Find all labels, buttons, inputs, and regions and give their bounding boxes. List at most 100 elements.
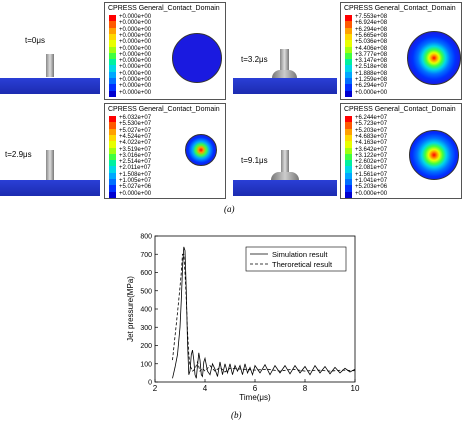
x-tick-label: 8 (303, 384, 308, 393)
color-scale-cell (109, 40, 116, 47)
color-scale-cell (109, 122, 116, 129)
color-scale-tick-label: +0.000e+00 (119, 14, 152, 20)
legend-title: CPRESS General_Contact_Domain (344, 106, 456, 113)
color-scale-cell (109, 179, 116, 186)
y-tick-label: 600 (140, 270, 152, 277)
color-scale-cell (109, 172, 116, 180)
color-scale-cell (345, 122, 352, 129)
chart-legend-box (245, 246, 347, 272)
color-scale-cell (345, 59, 352, 66)
color-scale-tick-label: +5.027e+07 (119, 127, 152, 134)
color-scale-cell (109, 134, 116, 142)
color-scale-cell (109, 90, 116, 98)
color-scale-tick-label: +1.041e+07 (355, 178, 388, 184)
color-scale-cell (109, 33, 116, 41)
jet-pressure-chart: 2 4 6 8 100100200300400500600700800Time(μs)J… (126, 234, 360, 403)
caption-b: (b) (231, 410, 242, 420)
color-scale-tick-label: +0.000e+00 (119, 64, 152, 71)
color-scale-tick-label: +6.244e+07 (355, 115, 388, 121)
y-tick-label: 100 (140, 361, 152, 368)
panel-t0: t=0μs (0, 0, 230, 100)
rod-flare (272, 70, 297, 78)
color-scale-cell (109, 116, 116, 123)
color-scale-tick-label: +0.000e+00 (119, 32, 152, 39)
panel-t2-9: t=2.9μs (0, 104, 100, 200)
legend-label: Theroretical result (272, 260, 333, 269)
y-tick-label: 0 (148, 380, 152, 387)
color-scale-tick-label: +4.524e+07 (119, 133, 152, 140)
color-scale-cell (109, 71, 116, 79)
color-scale-cell (345, 21, 352, 28)
legend-panel-1: CPRESS General_Contact_Domain +7.553e+08… (340, 2, 462, 100)
color-scale-tick-label: +0.000e+00 (119, 51, 152, 58)
color-scale-cell (109, 27, 116, 35)
color-scale-tick-label: +1.259e+08 (355, 77, 388, 83)
time-label: t=9.1μs (241, 156, 268, 165)
plate (0, 78, 100, 94)
color-scale-tick-label: +6.032e+07 (119, 115, 152, 121)
series-line-simulation (172, 246, 356, 379)
color-scale-tick-label: +6.924e+08 (355, 20, 388, 27)
color-scale-tick-label: +3.519e+07 (119, 146, 152, 153)
legend-label: Simulation result (272, 250, 328, 259)
color-scale-cell (109, 21, 116, 28)
plate (0, 180, 100, 196)
color-scale-cell (109, 78, 116, 85)
rod (280, 49, 289, 71)
color-scale-tick-label: +1.005e+07 (119, 178, 152, 184)
y-tick-label: 200 (140, 343, 152, 350)
color-scale-tick-label: +2.081e+07 (355, 165, 388, 172)
color-scale-cell (345, 147, 352, 155)
color-scale-tick-label: +5.203e+07 (355, 127, 388, 134)
time-label: t=3.2μs (241, 55, 268, 64)
contact-disc (409, 130, 459, 180)
legend-panel-2: CPRESS General_Contact_Domain +6.032e+07… (104, 103, 226, 199)
color-scale-cell (109, 160, 116, 167)
color-scale-cell (345, 141, 352, 148)
y-axis-label: Jet pressure(MPa) (126, 276, 135, 342)
caption-a: (a) (224, 204, 235, 214)
color-scale-tick-label: +0.000e+00 (119, 20, 152, 27)
x-tick-label: 6 (253, 384, 258, 393)
color-scale-cell (345, 84, 352, 91)
color-scale-tick-label: +4.406e+08 (355, 45, 388, 52)
color-scale-cell (109, 128, 116, 136)
rod (46, 54, 54, 77)
color-scale-tick-label: +5.036e+08 (355, 39, 388, 46)
color-scale-cell (345, 52, 352, 60)
color-scale-tick-label: +4.022e+07 (119, 140, 152, 147)
panel-t9-1: t=9.1μs (233, 104, 337, 200)
color-scale-cell (345, 46, 352, 54)
color-scale-cell (109, 191, 116, 199)
color-scale-tick-label: +5.530e+07 (119, 121, 152, 128)
color-scale-tick-label: +0.000e+00 (119, 39, 152, 46)
color-scale-tick-label: +3.777e+08 (355, 51, 388, 58)
color-scale-cell (345, 33, 352, 41)
color-scale-tick-label: +5.665e+08 (355, 32, 388, 39)
color-scale-cell (345, 166, 352, 173)
color-scale-tick-label: +6.294e+08 (355, 26, 388, 33)
rod (46, 150, 54, 180)
color-scale-tick-label: +2.011e+07 (119, 165, 151, 172)
color-scale-tick-label: +4.163e+07 (355, 140, 388, 147)
legend-title: CPRESS General_Contact_Domain (108, 106, 220, 113)
y-tick-label: 700 (140, 252, 152, 259)
color-scale-tick-label: +1.508e+07 (119, 171, 152, 178)
color-scale-tick-label: +5.027e+06 (119, 184, 152, 191)
color-scale-cell (109, 46, 116, 54)
color-scale-tick-label: +2.514e+07 (119, 159, 152, 166)
color-scale-cell (345, 134, 352, 142)
color-scale-cell (109, 15, 116, 22)
color-scale-tick-label: +0.000e+00 (355, 190, 388, 197)
y-tick-label: 800 (140, 234, 152, 241)
color-scale-cell (345, 179, 352, 186)
y-tick-label: 300 (140, 325, 152, 332)
series-line-theoretical (172, 253, 356, 373)
color-scale-tick-label: +0.000e+00 (119, 77, 152, 83)
color-scale-cell (345, 172, 352, 180)
color-scale-cell (345, 128, 352, 136)
color-scale-tick-label: +4.683e+07 (355, 133, 388, 140)
color-scale-cell (345, 191, 352, 199)
color-scale-tick-label: +0.000e+00 (119, 58, 152, 65)
time-label: t=2.9μs (5, 150, 32, 159)
